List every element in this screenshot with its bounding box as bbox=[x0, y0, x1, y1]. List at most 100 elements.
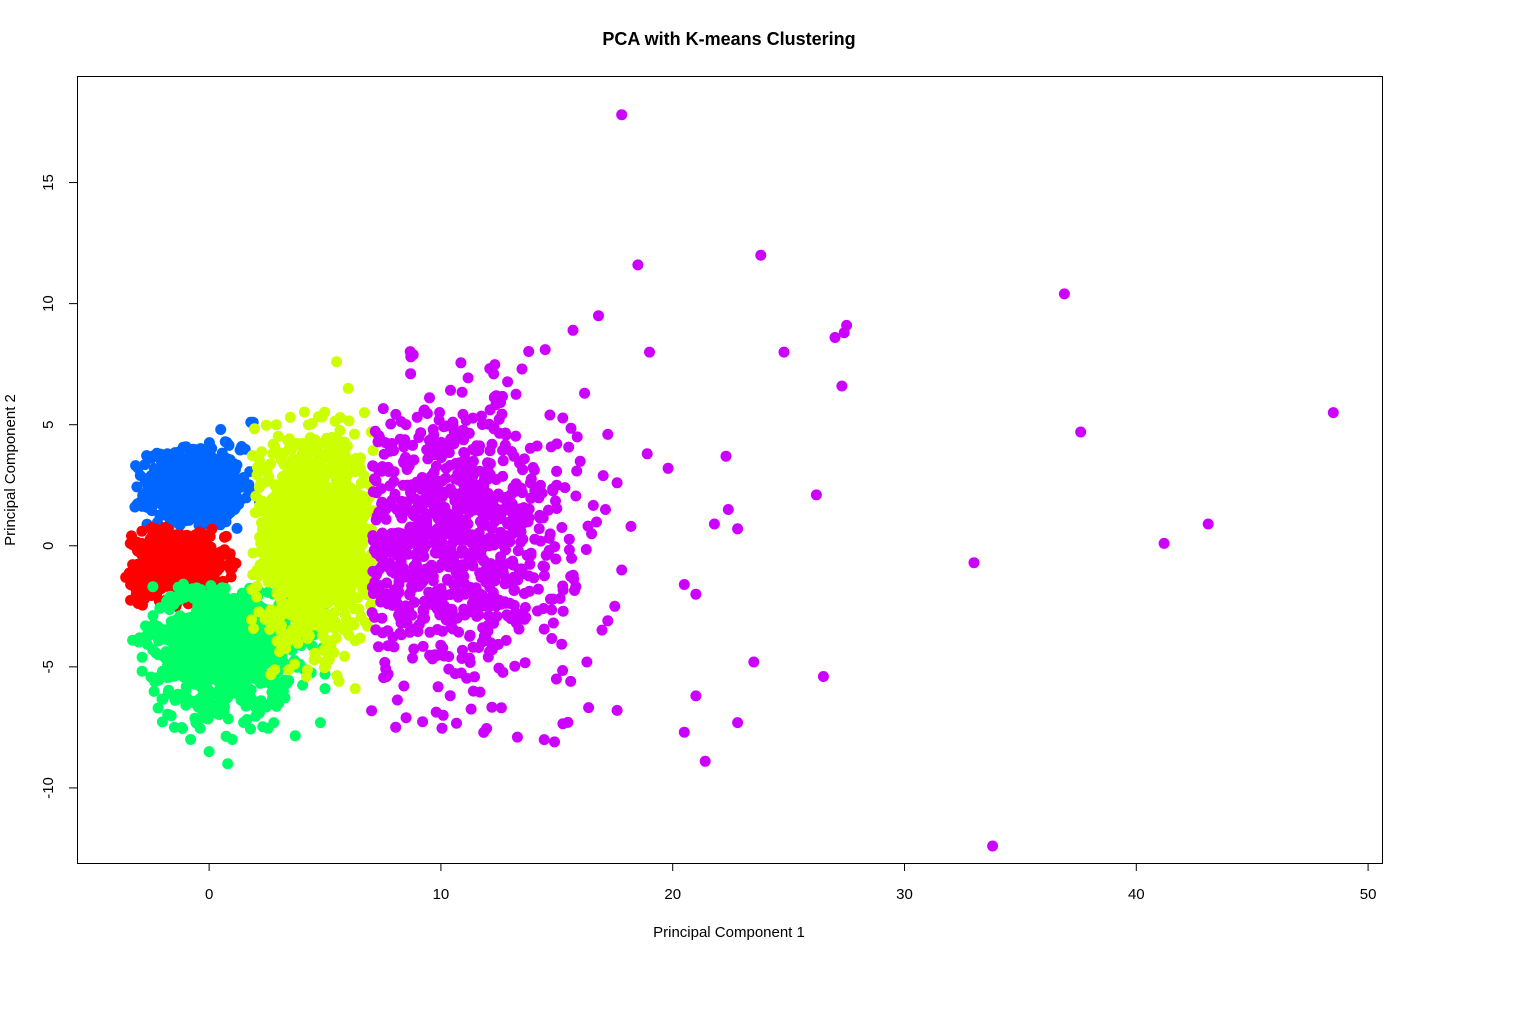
data-point bbox=[286, 554, 298, 566]
data-point bbox=[373, 641, 384, 653]
data-point bbox=[525, 473, 537, 485]
data-point bbox=[341, 514, 353, 526]
data-point bbox=[505, 446, 517, 457]
data-point bbox=[587, 499, 599, 511]
data-point bbox=[581, 656, 593, 668]
data-point bbox=[611, 704, 623, 716]
data-point bbox=[836, 380, 848, 392]
data-point bbox=[358, 533, 370, 545]
data-point bbox=[423, 586, 435, 598]
data-point bbox=[641, 448, 653, 460]
data-point bbox=[437, 642, 449, 654]
data-point bbox=[177, 578, 189, 590]
data-point bbox=[388, 476, 400, 487]
data-point bbox=[547, 483, 559, 495]
data-point bbox=[299, 558, 311, 570]
data-point bbox=[511, 731, 523, 743]
data-point bbox=[478, 600, 490, 612]
data-point bbox=[397, 479, 409, 491]
data-point bbox=[391, 549, 403, 561]
data-point bbox=[384, 559, 396, 571]
data-point bbox=[382, 501, 394, 513]
data-point bbox=[394, 433, 406, 445]
data-point bbox=[445, 589, 456, 600]
data-point bbox=[270, 419, 282, 431]
data-point bbox=[568, 573, 580, 585]
data-point bbox=[196, 665, 208, 677]
data-point bbox=[574, 455, 586, 467]
data-point bbox=[968, 557, 980, 569]
data-point bbox=[471, 500, 483, 512]
data-point bbox=[261, 466, 273, 478]
data-point bbox=[191, 549, 203, 561]
data-point bbox=[152, 702, 164, 714]
data-point bbox=[298, 478, 309, 490]
data-point bbox=[708, 518, 720, 530]
data-point bbox=[271, 577, 283, 588]
data-point bbox=[186, 583, 198, 595]
data-point bbox=[523, 346, 535, 357]
data-point bbox=[417, 569, 429, 581]
data-point bbox=[303, 547, 314, 559]
data-point bbox=[124, 537, 136, 549]
data-point bbox=[415, 483, 427, 495]
data-point bbox=[217, 608, 229, 620]
data-point bbox=[284, 411, 296, 423]
data-point bbox=[748, 656, 760, 668]
data-point bbox=[510, 607, 521, 619]
data-point bbox=[566, 552, 578, 564]
data-point bbox=[419, 595, 430, 607]
data-point bbox=[163, 580, 174, 592]
data-point bbox=[245, 723, 256, 735]
data-point bbox=[215, 424, 227, 435]
data-point bbox=[732, 523, 744, 535]
data-point bbox=[168, 721, 180, 733]
data-point bbox=[210, 498, 222, 510]
data-point bbox=[480, 576, 492, 588]
data-point bbox=[497, 492, 509, 504]
data-point bbox=[632, 259, 644, 271]
data-point bbox=[451, 717, 462, 729]
data-point bbox=[488, 421, 500, 433]
data-point bbox=[401, 464, 413, 475]
data-point bbox=[565, 675, 577, 687]
data-point bbox=[200, 617, 212, 629]
data-point bbox=[565, 422, 577, 434]
data-point bbox=[309, 434, 321, 446]
y-tick-label: -5 bbox=[40, 660, 57, 673]
data-point bbox=[185, 478, 197, 490]
data-point bbox=[251, 667, 263, 679]
data-point bbox=[264, 523, 276, 535]
data-point bbox=[569, 585, 580, 596]
data-point bbox=[429, 596, 440, 608]
data-point bbox=[302, 494, 314, 506]
data-point bbox=[433, 414, 445, 426]
data-point bbox=[467, 470, 479, 482]
data-point bbox=[282, 598, 294, 610]
data-point bbox=[301, 664, 313, 676]
data-point bbox=[178, 670, 190, 682]
data-point bbox=[180, 612, 192, 624]
data-point bbox=[387, 631, 399, 643]
data-point bbox=[164, 484, 175, 496]
data-point bbox=[328, 485, 340, 497]
data-point bbox=[528, 464, 540, 476]
data-point bbox=[534, 512, 546, 524]
data-point bbox=[147, 581, 159, 593]
data-point bbox=[136, 559, 148, 570]
data-point bbox=[556, 522, 568, 533]
y-axis-label: Principal Component 2 bbox=[2, 394, 19, 546]
data-point bbox=[454, 589, 466, 601]
data-point bbox=[464, 459, 476, 470]
data-point bbox=[602, 428, 614, 440]
data-point bbox=[253, 606, 265, 618]
data-point bbox=[136, 525, 148, 537]
data-point bbox=[349, 683, 361, 695]
data-point bbox=[233, 658, 245, 670]
data-point bbox=[551, 465, 563, 477]
data-point bbox=[175, 591, 187, 603]
data-point bbox=[496, 565, 508, 577]
data-point bbox=[463, 506, 475, 518]
data-point bbox=[206, 442, 218, 454]
y-tick-label: 10 bbox=[40, 295, 57, 312]
